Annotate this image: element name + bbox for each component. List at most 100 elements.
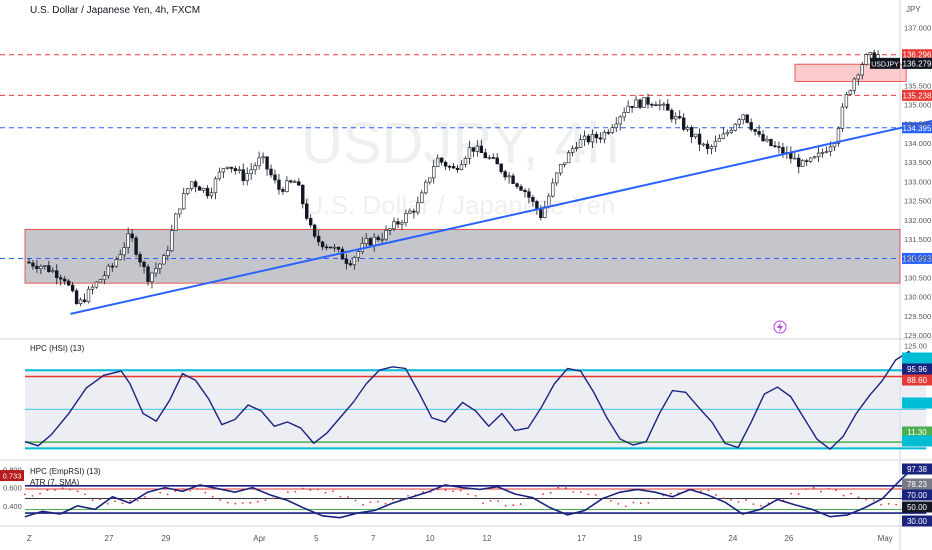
- candle: [435, 157, 440, 167]
- currency-label: JPY: [906, 5, 921, 14]
- atr-dot: [895, 503, 898, 506]
- rsi-value-label: 78.23: [907, 480, 928, 489]
- hsi-cyan-badge: [902, 435, 932, 447]
- atr-dot: [347, 496, 349, 498]
- rsi-badge-label: 0.733: [3, 472, 22, 481]
- candle: [805, 160, 809, 162]
- atr-dot: [835, 489, 838, 492]
- atr-dot: [31, 495, 34, 497]
- candle: [432, 166, 436, 179]
- candle: [344, 258, 349, 264]
- candle: [281, 189, 285, 192]
- atr-dot: [617, 502, 620, 505]
- atr-dot: [850, 492, 853, 495]
- atr-dot: [384, 502, 387, 505]
- candle: [781, 147, 785, 155]
- atr-dot: [865, 498, 868, 501]
- candle: [356, 251, 361, 258]
- atr-dot: [286, 491, 289, 493]
- candle: [352, 257, 357, 266]
- candle: [384, 229, 388, 240]
- candle: [178, 208, 182, 215]
- candle: [840, 106, 845, 129]
- candle: [400, 222, 404, 225]
- candle: [832, 143, 837, 148]
- candle: [70, 284, 75, 292]
- candle: [701, 143, 706, 146]
- candle: [737, 119, 741, 125]
- hsi-cyan-badge: [902, 352, 932, 364]
- candle: [114, 259, 118, 267]
- atr-dot: [339, 495, 342, 498]
- rsi-tick-label: 0.800: [3, 465, 22, 474]
- price-tick-label: 129.500: [904, 312, 931, 321]
- atr-dot: [309, 489, 312, 491]
- candle: [443, 161, 448, 167]
- candle: [642, 97, 646, 108]
- candle: [209, 192, 214, 197]
- candle: [650, 104, 654, 106]
- candle: [555, 172, 559, 184]
- atr-dot: [707, 489, 710, 492]
- atr-dot: [722, 497, 725, 500]
- hsi-value-label: 11.30: [907, 428, 927, 437]
- rsi-line: [24, 471, 927, 519]
- atr-dot: [189, 489, 192, 492]
- candle: [253, 165, 257, 171]
- level-badge: [902, 252, 932, 264]
- atr-dot: [196, 488, 199, 490]
- candle: [451, 166, 456, 169]
- candle: [225, 166, 230, 169]
- candle: [670, 110, 674, 120]
- candle: [527, 191, 531, 198]
- candle: [860, 64, 864, 76]
- candle: [368, 238, 372, 246]
- atr-dot: [204, 491, 207, 494]
- candle: [376, 236, 380, 241]
- candle: [582, 135, 587, 141]
- atr-dot: [557, 486, 560, 489]
- candle: [618, 116, 622, 125]
- atr-dot: [219, 499, 222, 501]
- atr-dot: [211, 495, 214, 498]
- candle: [499, 163, 503, 172]
- atr-dot: [639, 502, 642, 505]
- candle: [491, 157, 495, 159]
- atr-dot: [752, 503, 755, 506]
- candle: [289, 180, 293, 183]
- atr-dot: [654, 497, 657, 500]
- candle: [233, 168, 238, 171]
- atr-dot: [39, 492, 41, 495]
- candle: [150, 272, 154, 282]
- candle: [844, 94, 849, 108]
- candle: [709, 146, 714, 149]
- rsi-tick-label: 0.400: [3, 502, 22, 511]
- time-tick-label: Apr: [253, 534, 266, 543]
- candle: [261, 156, 265, 159]
- candle: [158, 263, 162, 269]
- atr-dot: [294, 490, 297, 493]
- candle: [646, 97, 650, 105]
- hsi-value-badge: [902, 363, 932, 375]
- candle: [757, 131, 761, 135]
- candle: [674, 116, 678, 120]
- candle: [511, 175, 515, 184]
- candle: [539, 209, 543, 218]
- atr-dot: [647, 501, 650, 504]
- hsi-value-badge: [902, 426, 932, 438]
- level-label: 136.296: [903, 51, 932, 60]
- candle: [197, 186, 202, 191]
- lightning-icon[interactable]: [773, 320, 787, 334]
- candle: [630, 105, 634, 108]
- candle: [598, 137, 603, 140]
- candle: [475, 145, 480, 152]
- candle: [273, 174, 277, 181]
- price-tick-label: 130.000: [904, 293, 931, 302]
- candle: [78, 299, 83, 305]
- candle: [86, 288, 91, 303]
- candle: [721, 133, 726, 139]
- candle: [182, 193, 186, 210]
- atr-dot: [669, 492, 672, 495]
- candle: [138, 254, 142, 263]
